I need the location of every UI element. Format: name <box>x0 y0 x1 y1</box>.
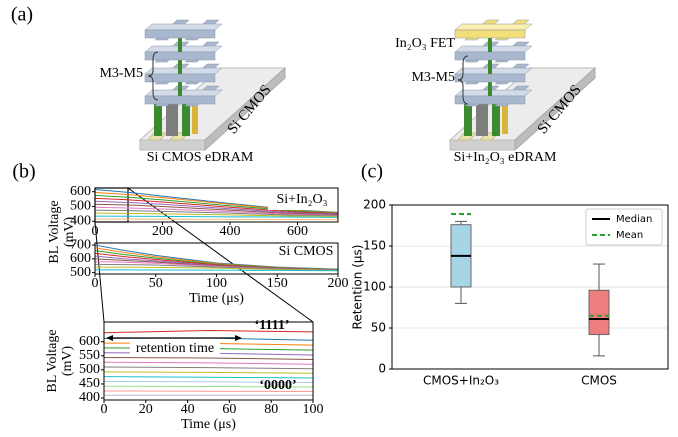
metal-bar-top <box>455 68 532 74</box>
x-tick-label: 80 <box>264 402 278 417</box>
data-line <box>95 219 338 220</box>
illustration-label: In₂O₃ FET <box>395 36 455 51</box>
y-tick-label: 400 <box>79 390 100 405</box>
annotation: Si+In₂O₃ <box>276 192 327 207</box>
y-tick-label: 550 <box>79 348 100 363</box>
data-line <box>104 357 313 359</box>
x-tick-label: 600 <box>287 224 308 239</box>
y-tick-label: 500 <box>79 362 100 377</box>
metal-bar <box>455 30 525 38</box>
y-tick-label: 600 <box>70 251 91 266</box>
x-tick-label: CMOS <box>581 374 617 388</box>
x-tick-label: 200 <box>152 224 173 239</box>
substrate-front <box>140 140 205 150</box>
metal-bar-top <box>145 90 222 96</box>
y-axis-label-line: BL Voltage <box>47 200 62 263</box>
panel-label: (a) <box>11 4 33 26</box>
y-tick-label: 450 <box>79 376 100 391</box>
y-tick-label: 200 <box>363 198 386 212</box>
metal-bar <box>455 52 525 60</box>
panel-label: (b) <box>12 161 35 183</box>
charts: 0200400600400500600050100150200500600700… <box>45 184 668 432</box>
x-tick-label: 400 <box>220 224 241 239</box>
figure: (a) (b) (c) M3-M5 Si CMOS Si CMOS eDRAM In₂… <box>0 0 678 437</box>
y-tick-label: 500 <box>70 199 91 214</box>
metal-bar <box>145 74 215 82</box>
y-axis-label: Retention (μs) <box>351 245 365 330</box>
metal-bar <box>455 74 525 82</box>
x-tick-label: 20 <box>139 402 153 417</box>
metal-bar-top <box>455 24 532 30</box>
x-tick-label: CMOS+In₂O₃ <box>423 374 499 388</box>
legend-label: Median <box>616 214 652 225</box>
data-line <box>104 362 313 364</box>
panel-label: (c) <box>361 161 383 183</box>
x-axis-label: Time (μs) <box>181 417 236 432</box>
y-axis-label-line: (mV) <box>62 217 77 248</box>
x-tick-label: 200 <box>328 276 349 291</box>
illustration-label: M3-M5 <box>411 70 455 85</box>
y-tick-label: 150 <box>363 239 386 253</box>
y-axis-label-line: (mV) <box>60 346 75 377</box>
x-tick-label: 50 <box>149 276 163 291</box>
x-tick-label: 0 <box>92 276 99 291</box>
chart: 0 50 100 150 200 CMOS+In₂O₃ CMOS Retention (μs)… <box>351 198 669 388</box>
y-axis-label-line: BL Voltage <box>45 329 60 392</box>
arrow-head <box>106 335 113 341</box>
metal-bar-top <box>145 24 222 30</box>
y-tick-label: 600 <box>70 184 91 199</box>
y-tick-label: 0 <box>378 362 386 376</box>
annotation: retention time <box>136 341 214 356</box>
x-tick-label: 40 <box>181 402 195 417</box>
box <box>589 290 609 334</box>
metal-bar-top <box>455 46 532 52</box>
metal-bar-top <box>455 90 532 96</box>
x-tick-label: 100 <box>303 402 324 417</box>
illustration-caption: Si+In₂O₃ eDRAM <box>454 150 557 165</box>
arrow-head <box>235 335 242 341</box>
x-axis-label: Time (μs) <box>189 291 244 306</box>
x-tick-label: 100 <box>206 276 227 291</box>
x-tick-label: 0 <box>92 224 99 239</box>
legend-label: Mean <box>616 230 643 241</box>
substrate-front <box>450 140 515 150</box>
metal-bar <box>145 96 215 104</box>
y-tick-label: 50 <box>371 321 386 335</box>
annotation: ‘0000’ <box>259 378 296 393</box>
x-tick-label: 150 <box>267 276 288 291</box>
x-tick-label: 0 <box>101 402 108 417</box>
metal-bar-top <box>145 68 222 74</box>
data-line <box>104 367 313 369</box>
y-tick-label: 500 <box>70 265 91 280</box>
data-line <box>104 372 313 373</box>
y-tick-label: 600 <box>79 334 100 349</box>
metal-bar-top <box>145 46 222 52</box>
y-axis-label: BL Voltage(mV) <box>45 329 75 392</box>
x-tick-label: 60 <box>222 402 236 417</box>
annotation: Si CMOS <box>279 244 334 259</box>
illustration-caption: Si CMOS eDRAM <box>147 150 254 165</box>
annotation: ‘1111’ <box>254 318 289 333</box>
y-tick-label: 100 <box>363 280 386 294</box>
metal-bar <box>145 30 215 38</box>
illustration-label: M3-M5 <box>99 66 143 81</box>
